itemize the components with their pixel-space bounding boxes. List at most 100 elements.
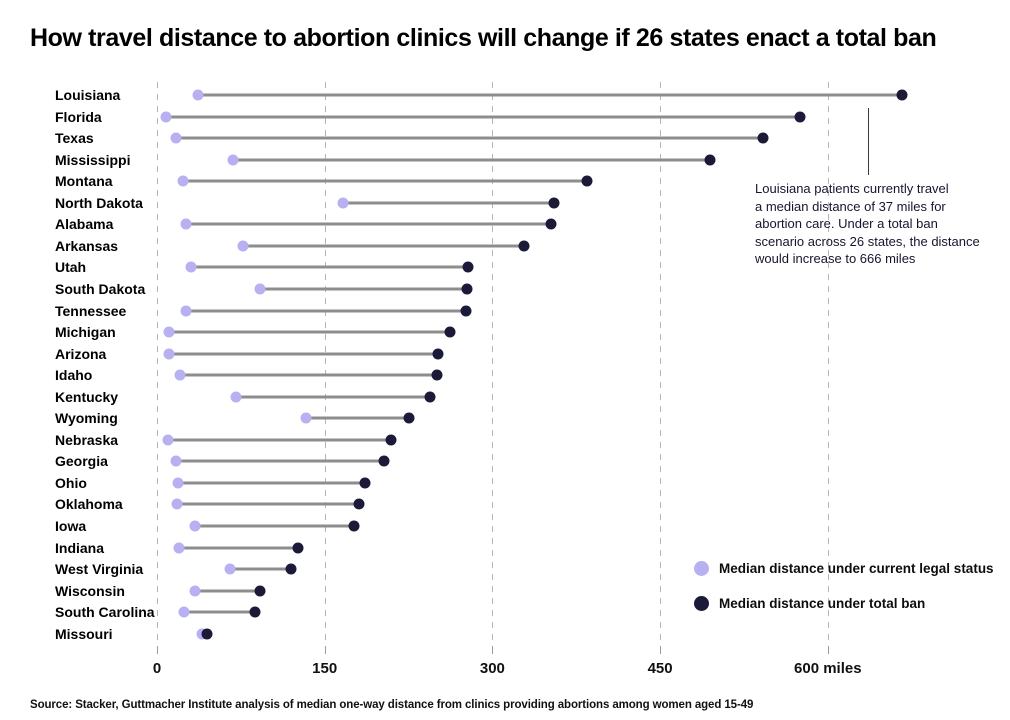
current-distance-dot bbox=[160, 111, 172, 123]
chart-title: How travel distance to abortion clinics … bbox=[30, 24, 937, 52]
axis-tick-0 bbox=[157, 646, 158, 654]
connector-line bbox=[243, 244, 524, 248]
connector-line bbox=[165, 115, 800, 119]
ban-distance-dot bbox=[378, 455, 390, 467]
ban-distance-dot bbox=[548, 197, 560, 209]
annotation-text: Louisiana patients currently travel a med… bbox=[755, 180, 980, 268]
annotation-line: Louisiana patients currently travel bbox=[755, 181, 949, 196]
state-label-nebraska: Nebraska bbox=[55, 431, 119, 448]
state-label-utah: Utah bbox=[55, 259, 87, 276]
gridline-600 bbox=[827, 82, 829, 644]
connector-line bbox=[198, 93, 902, 97]
connector-line bbox=[305, 416, 409, 420]
annotation-leader-line bbox=[868, 108, 869, 175]
gridline-0 bbox=[157, 82, 158, 644]
gridline-450 bbox=[660, 82, 662, 644]
ban-distance-dot bbox=[353, 498, 365, 510]
ban-distance-dot bbox=[757, 132, 769, 144]
ban-distance-dot bbox=[460, 305, 472, 316]
state-label-south-carolina: South Carolina bbox=[55, 604, 155, 621]
current-distance-dot bbox=[170, 132, 182, 144]
ban-distance-dot bbox=[249, 606, 261, 618]
axis-tick-300 bbox=[492, 646, 494, 654]
state-label-florida: Florida bbox=[55, 108, 102, 125]
ban-distance-dot bbox=[424, 391, 436, 403]
ban-distance-dot bbox=[545, 218, 557, 230]
state-label-missouri: Missouri bbox=[55, 625, 113, 642]
state-label-idaho: Idaho bbox=[55, 367, 93, 384]
current-distance-dot bbox=[189, 585, 201, 597]
state-label-arizona: Arizona bbox=[55, 345, 107, 362]
axis-tick-150 bbox=[324, 646, 326, 654]
state-label-louisiana: Louisiana bbox=[55, 87, 121, 103]
current-distance-dot bbox=[254, 283, 266, 295]
ban-distance-dot bbox=[896, 89, 908, 101]
connector-line bbox=[233, 158, 711, 162]
state-label-indiana: Indiana bbox=[55, 539, 105, 556]
ban-distance-dot bbox=[461, 283, 473, 295]
current-distance-dot bbox=[224, 563, 236, 575]
current-distance-dot bbox=[163, 326, 175, 338]
ban-distance-dot bbox=[254, 585, 266, 597]
state-label-arkansas: Arkansas bbox=[55, 237, 119, 254]
ban-distance-dot bbox=[285, 563, 297, 575]
connector-line bbox=[176, 459, 384, 463]
ban-distance-dot bbox=[432, 348, 444, 360]
current-distance-dot bbox=[300, 412, 312, 424]
current-distance-dot bbox=[173, 542, 185, 554]
connector-line bbox=[186, 309, 466, 312]
current-distance-dot bbox=[180, 218, 192, 230]
total-ban-legend-dot bbox=[694, 596, 709, 611]
axis-tick-label-300: 300 bbox=[479, 660, 505, 677]
ban-distance-dot bbox=[292, 542, 304, 554]
current-distance-dot bbox=[227, 154, 239, 166]
state-label-mississippi: Mississippi bbox=[55, 151, 131, 168]
current-distance-dot bbox=[196, 628, 208, 640]
connector-line bbox=[178, 481, 365, 485]
connector-line bbox=[179, 546, 298, 550]
state-label-south-dakota: South Dakota bbox=[55, 280, 146, 297]
axis-tick-600 bbox=[827, 646, 829, 654]
ban-distance-dot bbox=[431, 369, 442, 381]
legend-item-ban: Median distance under total ban bbox=[694, 596, 925, 611]
current-distance-dot bbox=[180, 305, 192, 316]
annotation-line: a median distance of 37 miles for bbox=[755, 198, 946, 214]
state-label-west-virginia: West Virginia bbox=[55, 561, 144, 578]
ban-distance-dot bbox=[581, 175, 593, 187]
current-distance-dot bbox=[171, 498, 183, 510]
state-label-alabama: Alabama bbox=[55, 216, 114, 233]
connector-line bbox=[168, 438, 391, 442]
source-credit: Source: Stacker, Guttmacher Institute an… bbox=[30, 699, 754, 711]
ban-distance-dot bbox=[462, 261, 474, 273]
ban-distance-dot bbox=[444, 326, 456, 338]
state-label-georgia: Georgia bbox=[55, 453, 108, 470]
connector-line bbox=[342, 201, 554, 205]
ban-distance-dot bbox=[385, 434, 397, 446]
legend-label-ban: Median distance under total ban bbox=[719, 596, 926, 611]
annotation-line: would increase to 666 miles bbox=[755, 251, 916, 266]
annotation-line: abortion care. Under a total ban bbox=[755, 216, 938, 231]
connector-line bbox=[190, 265, 468, 269]
current-distance-dot bbox=[170, 455, 182, 467]
axis-tick-label-150: 150 bbox=[312, 660, 338, 677]
state-label-iowa: Iowa bbox=[55, 518, 87, 534]
ban-distance-dot bbox=[403, 412, 415, 424]
axis-tick-450 bbox=[660, 646, 662, 654]
connector-line bbox=[236, 395, 430, 399]
ban-distance-dot bbox=[794, 111, 806, 123]
connector-line bbox=[182, 179, 588, 183]
ban-distance-dot bbox=[359, 477, 371, 489]
state-label-texas: Texas bbox=[55, 130, 94, 147]
state-label-oklahoma: Oklahoma bbox=[55, 496, 123, 513]
state-label-michigan: Michigan bbox=[55, 324, 116, 341]
annotation-line: scenario across 26 states, the distance bbox=[755, 233, 980, 249]
gridline-300 bbox=[492, 82, 494, 644]
current-distance-dot bbox=[162, 434, 174, 446]
connector-line bbox=[183, 610, 256, 614]
connector-line bbox=[259, 287, 467, 291]
current-status-legend-dot bbox=[694, 561, 709, 576]
state-label-wyoming: Wyoming bbox=[55, 410, 118, 427]
connector-line bbox=[229, 567, 292, 571]
legend-item-current: Median distance under current legal stat… bbox=[694, 561, 994, 576]
